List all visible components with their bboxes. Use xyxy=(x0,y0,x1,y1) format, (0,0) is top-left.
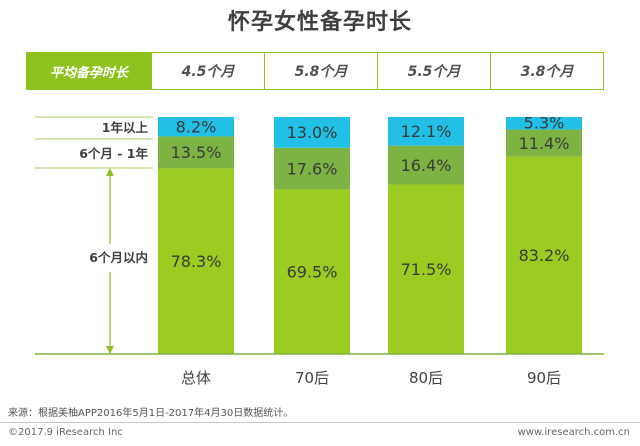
bar-over-1-year-1 xyxy=(158,117,234,137)
average-duration-70s: 5.8个月 xyxy=(264,53,377,89)
bar-within-6-months-3 xyxy=(388,184,464,354)
bracket-arrow-down-icon xyxy=(106,346,114,354)
bar-6-to-12-months-1 xyxy=(158,136,234,169)
average-duration-80s: 5.5个月 xyxy=(377,53,490,89)
bar-over-1-year-3 xyxy=(388,117,464,146)
data-label-within-6-months-4: 83.2% xyxy=(519,246,570,265)
data-label-6-to-12-months-3: 16.4% xyxy=(401,156,452,175)
bar-over-1-year-4 xyxy=(506,117,582,130)
stacked-bar-chart: 78.3%13.5%8.2%总体69.5%17.6%13.0%70后71.5%1… xyxy=(35,114,604,387)
website-text: www.iresearch.com.cn xyxy=(517,427,630,438)
data-label-over-1-year-2: 13.0% xyxy=(287,123,338,142)
data-label-within-6-months-2: 69.5% xyxy=(287,262,338,281)
bar-6-to-12-months-2 xyxy=(274,147,350,190)
bar-within-6-months-2 xyxy=(274,189,350,354)
data-label-6-to-12-months-1: 13.5% xyxy=(171,143,222,162)
category-label-1: 总体 xyxy=(181,369,211,387)
bracket-arrow-up-icon xyxy=(106,168,114,176)
annotation-within-6-months: 6个月以内 xyxy=(89,250,148,265)
annotation-group: 1年以上 6个月 - 1年 6个月以内 xyxy=(35,116,604,355)
data-label-over-1-year-3: 12.1% xyxy=(401,122,452,141)
data-label-over-1-year-4: 5.3% xyxy=(524,114,565,133)
average-duration-90s: 3.8个月 xyxy=(490,53,603,89)
category-label-3: 80后 xyxy=(409,369,443,387)
data-label-within-6-months-1: 78.3% xyxy=(171,252,222,271)
data-label-within-6-months-3: 71.5% xyxy=(401,260,452,279)
copyright-text: ©2017.9 iResearch Inc xyxy=(8,427,123,438)
source-note: 来源：根据美柚APP2016年5月1日-2017年4月30日数据统计。 xyxy=(8,408,294,419)
bar-within-6-months-4 xyxy=(506,156,582,354)
footer-divider xyxy=(0,422,640,423)
annotation-6-to-12-months: 6个月 - 1年 xyxy=(79,146,148,161)
data-label-over-1-year-1: 8.2% xyxy=(176,117,217,136)
chart-title: 怀孕女性备孕时长 xyxy=(227,10,412,35)
category-label-4: 90后 xyxy=(527,369,561,387)
data-label-6-to-12-months-4: 11.4% xyxy=(519,134,570,153)
bar-6-to-12-months-3 xyxy=(388,145,464,185)
average-duration-label: 平均备孕时长 xyxy=(27,53,151,89)
bar-over-1-year-2 xyxy=(274,117,350,148)
category-label-2: 70后 xyxy=(295,369,329,387)
bar-within-6-months-1 xyxy=(158,168,234,354)
average-duration-total: 4.5个月 xyxy=(151,53,264,89)
bars-group: 78.3% 13.5% 8.2% 总体 69.5% 17.6% 13.0% 70后 71.5% 1… xyxy=(158,114,582,387)
data-label-6-to-12-months-2: 17.6% xyxy=(287,159,338,178)
annotation-over-1-year: 1年以上 xyxy=(102,120,149,135)
bar-6-to-12-months-4 xyxy=(506,129,582,157)
average-duration-table: 平均备孕时长 4.5个月 5.8个月 5.5个月 3.8个月 xyxy=(26,52,604,90)
